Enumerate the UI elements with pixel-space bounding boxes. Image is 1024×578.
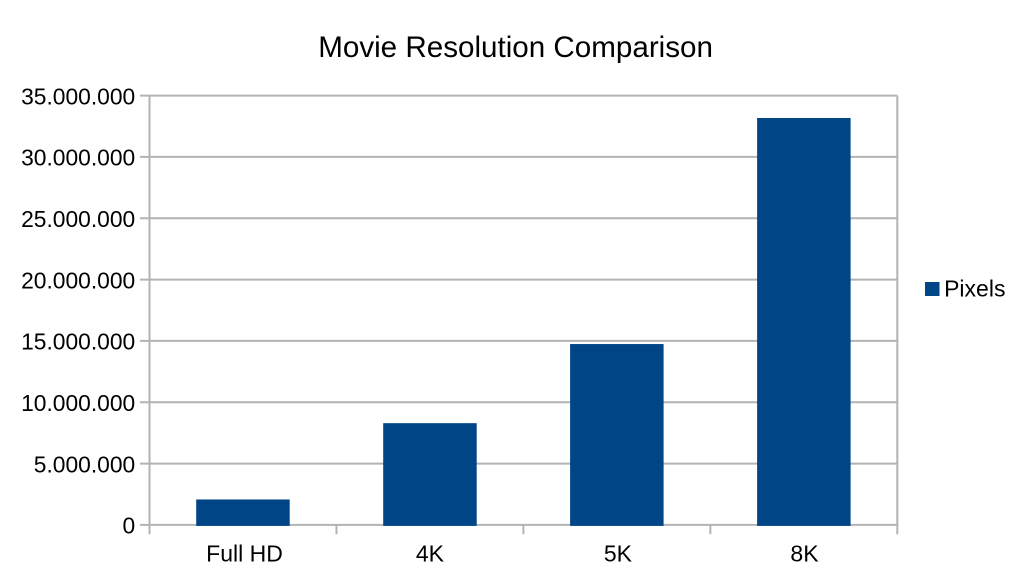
svg-text:20.000.000: 20.000.000 [21,267,135,293]
svg-text:Full HD: Full HD [206,541,283,567]
svg-text:Movie Resolution Comparison: Movie Resolution Comparison [318,31,713,64]
svg-text:35.000.000: 35.000.000 [21,83,135,109]
svg-text:Pixels: Pixels [944,275,1005,301]
svg-text:30.000.000: 30.000.000 [21,145,135,171]
svg-text:8K: 8K [790,541,819,567]
svg-text:10.000.000: 10.000.000 [21,390,135,416]
svg-text:5K: 5K [604,541,633,567]
svg-text:4K: 4K [416,541,445,567]
svg-text:0: 0 [123,513,136,539]
svg-text:25.000.000: 25.000.000 [21,206,135,232]
svg-text:5.000.000: 5.000.000 [34,451,135,477]
svg-text:15.000.000: 15.000.000 [21,329,135,355]
